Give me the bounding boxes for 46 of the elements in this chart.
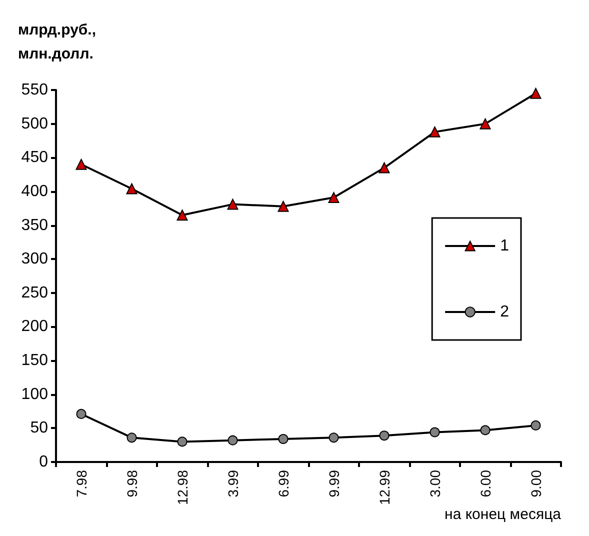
point [430, 427, 440, 438]
point [379, 430, 390, 441]
x-tick-label: 9.00 [528, 470, 544, 498]
point [278, 434, 288, 444]
y-tick-label: 50 [30, 420, 48, 437]
x-tick-label: 3.99 [224, 470, 241, 498]
x-tick-label: 3.00 [426, 470, 443, 498]
x-tick-label: 6.99 [275, 470, 292, 498]
x-tick-label: 7.98 [73, 470, 90, 498]
point [126, 183, 138, 194]
point [177, 436, 188, 447]
point [378, 162, 390, 174]
legend-label: 2 [500, 304, 510, 320]
point [227, 198, 238, 210]
y-axis-title: млрд.руб., млн.долл. [18, 22, 96, 62]
y-tick-label: 150 [21, 352, 48, 370]
y-tick-label: 350 [21, 216, 48, 234]
x-axis-title: на конец месяца [444, 506, 562, 523]
y-tick-label: 450 [21, 149, 48, 166]
y-tick-label: 500 [21, 115, 48, 132]
x-tick-label: 12.99 [376, 470, 392, 506]
point [480, 425, 490, 436]
y-tick-label: 250 [21, 284, 48, 302]
x-tick-label: 9.99 [326, 470, 342, 498]
point [126, 432, 137, 443]
point [176, 210, 188, 221]
point [480, 118, 491, 130]
legend-label: 1 [500, 238, 510, 254]
y-tick-label: 100 [21, 386, 48, 403]
point [278, 200, 289, 212]
point [328, 192, 340, 204]
point [429, 126, 440, 138]
point [530, 420, 541, 430]
point [76, 408, 86, 419]
y-tick-label: 300 [21, 250, 48, 268]
point [76, 158, 87, 170]
y-tick-label: 0 [39, 454, 48, 470]
x-tick-label: 9.98 [124, 470, 140, 498]
point [328, 432, 339, 443]
x-tick-label: 6.00 [477, 470, 494, 498]
y-tick-label: 200 [21, 318, 48, 336]
point [530, 88, 542, 99]
point [228, 435, 238, 446]
y-tick-label: 400 [21, 182, 48, 200]
y-tick-label: 550 [21, 82, 48, 98]
x-tick-label: 12.98 [174, 470, 190, 506]
